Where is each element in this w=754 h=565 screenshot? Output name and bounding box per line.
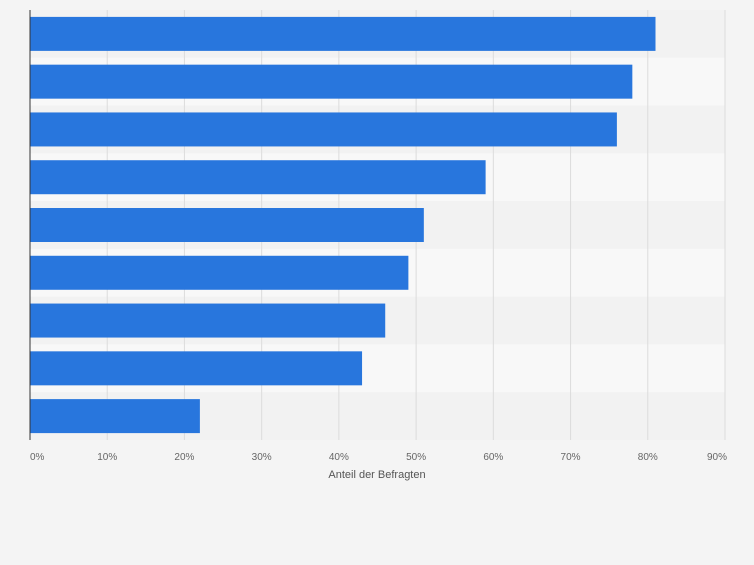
x-tick-label: 0% [30, 452, 45, 463]
bar[interactable] [30, 160, 486, 195]
bars [30, 16, 656, 434]
x-tick-labels: 0% 10% 20% 30% 40% 50% 60% 70% 80% 90% [30, 452, 727, 463]
x-tick-label: 80% [638, 452, 658, 463]
x-tick-label: 40% [329, 452, 349, 463]
x-tick-label: 70% [561, 452, 581, 463]
bar[interactable] [30, 16, 656, 51]
bar[interactable] [30, 112, 617, 147]
bar[interactable] [30, 399, 200, 434]
x-tick-label: 90% [707, 452, 727, 463]
x-tick-label: 10% [97, 452, 117, 463]
x-tick-label: 30% [252, 452, 272, 463]
x-tick-label: 50% [406, 452, 426, 463]
x-axis-label: Anteil der Befragten [328, 469, 425, 481]
bar[interactable] [30, 208, 424, 242]
bar[interactable] [30, 64, 633, 99]
bar[interactable] [30, 303, 386, 338]
x-tick-label: 60% [483, 452, 503, 463]
bar[interactable] [30, 255, 409, 290]
x-tick-label: 20% [174, 452, 194, 463]
bar[interactable] [30, 351, 363, 386]
